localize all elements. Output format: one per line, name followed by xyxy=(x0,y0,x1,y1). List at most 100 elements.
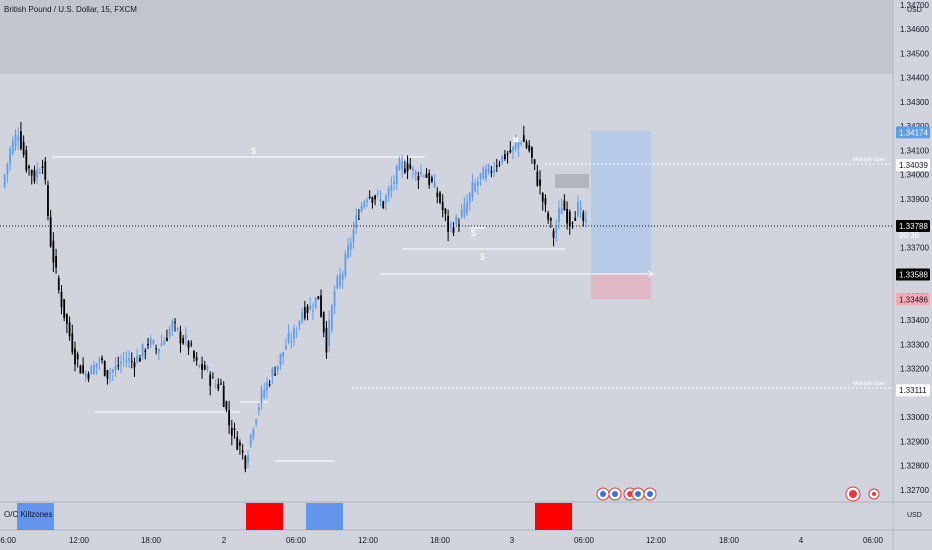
price-tick-label: 1.34100 xyxy=(900,146,929,155)
candle-body xyxy=(25,150,28,171)
candle-body xyxy=(198,365,201,368)
candle-body xyxy=(133,362,136,368)
candle-body xyxy=(130,360,133,362)
candle-body xyxy=(414,171,417,175)
candle-body xyxy=(182,338,185,344)
candle-body xyxy=(168,329,171,337)
time-tick-label: 06:00 xyxy=(286,536,307,545)
candle-body xyxy=(520,142,523,144)
candle-body xyxy=(363,202,366,208)
candle-body xyxy=(152,340,155,344)
candle-body xyxy=(547,212,550,220)
event-flag-icon[interactable] xyxy=(868,488,880,500)
candle-body xyxy=(468,192,471,204)
candle-body xyxy=(436,192,439,198)
candle-body xyxy=(509,150,512,153)
candle-body xyxy=(144,350,147,353)
candle-body xyxy=(82,365,85,373)
candle-body xyxy=(517,141,520,149)
time-tick-label: 4 xyxy=(799,536,804,545)
time-tick-label: 18:00 xyxy=(430,536,451,545)
candle-body xyxy=(276,365,279,371)
candle-body xyxy=(531,147,533,158)
candle-body xyxy=(552,230,555,238)
candle-body xyxy=(241,450,244,453)
candle-body xyxy=(512,146,514,151)
candle-body xyxy=(287,333,290,343)
candle-body xyxy=(190,343,193,345)
price-tick-label: 1.34300 xyxy=(900,98,929,107)
candle-body xyxy=(576,202,579,216)
candle-body xyxy=(393,182,395,185)
price-badge-label: 1.33486 xyxy=(899,295,928,304)
candle-body xyxy=(295,332,298,334)
candle-body xyxy=(95,363,98,368)
candle-body xyxy=(84,372,87,377)
event-flag-icon[interactable] xyxy=(596,487,610,501)
candle-body xyxy=(33,170,36,182)
candle-body xyxy=(298,321,301,326)
event-flag-icon[interactable] xyxy=(845,486,861,502)
target-zone[interactable] xyxy=(591,131,651,274)
price-tick-label: 1.33200 xyxy=(900,365,929,374)
candle-body xyxy=(366,199,368,203)
candle-body xyxy=(360,205,363,212)
event-flag-icon[interactable] xyxy=(631,487,645,501)
candle-body xyxy=(549,218,552,221)
candle-body xyxy=(71,333,74,353)
candle-body xyxy=(566,208,568,224)
midnight-open-label-2: Midnight Open xyxy=(853,381,886,387)
time-tick-label: 3 xyxy=(510,536,515,545)
candle-body xyxy=(555,225,558,233)
candle-body xyxy=(195,357,198,361)
candle-body xyxy=(128,357,130,361)
time-axis[interactable]: 06:00 12:00 18:00 2 06:00 12:00 18:00 3 06:00 12:… xyxy=(0,536,884,545)
candle-body xyxy=(330,305,333,331)
candle-body xyxy=(79,365,82,374)
candle-body xyxy=(533,159,536,165)
entry-arrow xyxy=(647,270,654,278)
candle-body xyxy=(412,167,414,171)
candle-body xyxy=(98,359,101,362)
price-badges: 1.34174 1.34039 1.33788 1.33588 1.33486 1.331… xyxy=(896,126,930,397)
candle-body xyxy=(539,179,541,186)
candle-body xyxy=(87,373,90,380)
candle-body xyxy=(471,181,474,198)
candle-body xyxy=(106,370,109,379)
candle-body xyxy=(401,161,404,169)
event-flag-icon[interactable] xyxy=(608,487,622,501)
candle-body xyxy=(271,368,274,377)
price-badge-label: 1.34039 xyxy=(899,161,928,170)
candle-body xyxy=(93,364,95,375)
candle-body xyxy=(284,345,287,350)
price-badge-label: 1.33588 xyxy=(899,271,928,280)
candle-body xyxy=(103,360,106,376)
candle-body xyxy=(476,181,479,186)
candle-body xyxy=(425,173,428,178)
candle-body xyxy=(387,188,390,196)
time-tick-label: 18:00 xyxy=(141,536,162,545)
price-tick-label: 1.34400 xyxy=(900,74,929,83)
stop-zone[interactable] xyxy=(591,274,651,299)
level-lines xyxy=(0,156,893,462)
indicator-label[interactable]: O/C Killzones xyxy=(4,510,52,519)
price-tick-label: 1.33300 xyxy=(900,340,929,349)
candle-body xyxy=(482,167,485,180)
candle-body xyxy=(355,214,358,229)
price-tick-label: 1.34600 xyxy=(900,25,929,34)
candle-body xyxy=(385,195,387,203)
candle-body xyxy=(293,328,295,339)
candle-body xyxy=(30,170,33,176)
candle-body xyxy=(390,185,393,191)
candle-body xyxy=(312,310,314,312)
candle-body xyxy=(236,437,239,450)
candle-body xyxy=(160,343,163,346)
candle-body xyxy=(20,131,22,149)
candle-body xyxy=(201,363,203,370)
candle-body xyxy=(485,168,487,179)
event-flag-icon[interactable] xyxy=(643,487,657,501)
candle-body xyxy=(101,357,103,361)
dollar-marker-1: $ xyxy=(251,146,256,156)
